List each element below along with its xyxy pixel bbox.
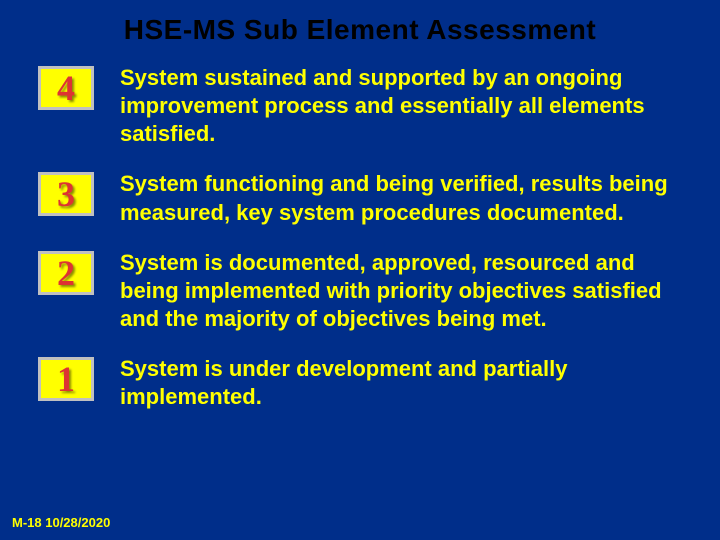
level-row: 3 System functioning and being verified,… [38,170,682,226]
slide-title: HSE-MS Sub Element Assessment [38,14,682,46]
level-number-box: 1 [38,357,94,401]
level-description: System is under development and partiall… [120,355,682,411]
level-description: System sustained and supported by an ong… [120,64,682,148]
slide: HSE-MS Sub Element Assessment 4 System s… [0,0,720,540]
level-row: 2 System is documented, approved, resour… [38,249,682,333]
level-description: System functioning and being verified, r… [120,170,682,226]
level-description: System is documented, approved, resource… [120,249,682,333]
level-number: 4 [57,67,75,109]
level-number: 2 [57,252,75,294]
level-number-box: 4 [38,66,94,110]
level-number-box: 2 [38,251,94,295]
level-number: 3 [57,173,75,215]
level-number: 1 [57,358,75,400]
slide-footer: M-18 10/28/2020 [12,515,110,530]
level-row: 4 System sustained and supported by an o… [38,64,682,148]
level-number-box: 3 [38,172,94,216]
level-row: 1 System is under development and partia… [38,355,682,411]
